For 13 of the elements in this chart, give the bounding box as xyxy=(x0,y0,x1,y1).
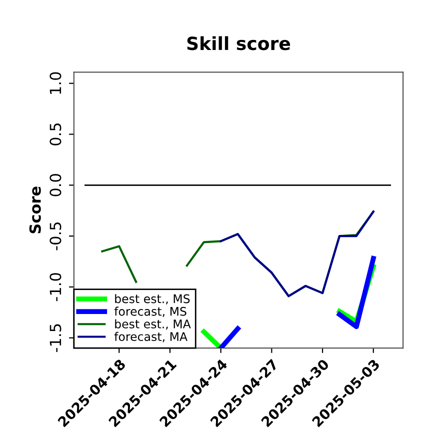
legend-label: forecast, MS xyxy=(114,306,186,318)
y-tick-label: -1.5 xyxy=(50,324,62,352)
y-tick-label: 0.5 xyxy=(50,123,62,146)
y-axis-title: Score xyxy=(29,186,41,234)
legend-label: forecast, MA xyxy=(114,332,188,342)
y-tick-label: 0.0 xyxy=(50,174,62,196)
line-series xyxy=(220,210,374,298)
y-tick-label: 1.0 xyxy=(50,72,62,94)
y-tick-label: -0.5 xyxy=(50,222,62,250)
y-tick-label: -1.0 xyxy=(50,273,62,302)
chart-title: Skill score xyxy=(187,36,290,50)
legend-label: best est., MA xyxy=(115,319,191,330)
legend-label: best est., MS xyxy=(115,294,190,304)
